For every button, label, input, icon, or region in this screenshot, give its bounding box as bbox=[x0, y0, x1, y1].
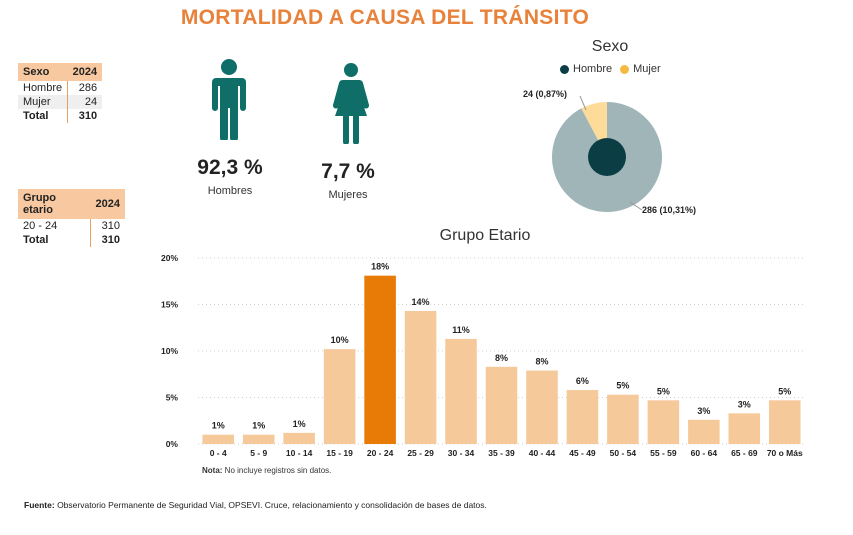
bar-45-49 bbox=[566, 390, 599, 444]
bar-35-39 bbox=[485, 366, 518, 444]
table-row: Hombre 286 bbox=[18, 81, 103, 95]
age-table-header-year: 2024 bbox=[90, 189, 125, 219]
legend-mujer-swatch bbox=[620, 64, 630, 74]
x-tick-label: 50 - 54 bbox=[610, 448, 637, 458]
sex-table-row-label: Hombre bbox=[23, 82, 63, 94]
bar-data-label: 6% bbox=[576, 376, 589, 386]
x-tick-label: 65 - 69 bbox=[731, 448, 758, 458]
x-tick-label: 15 - 19 bbox=[326, 448, 353, 458]
men-percentage: 92,3 % bbox=[197, 156, 263, 179]
table-row: Mujer 24 bbox=[18, 95, 103, 109]
age-table-total-label: Total bbox=[23, 234, 49, 246]
y-tick-label: 20% bbox=[161, 253, 178, 263]
bar-data-label: 5% bbox=[657, 386, 670, 396]
man-icon bbox=[212, 59, 246, 140]
sex-table-row-value: 286 bbox=[67, 81, 103, 95]
bar-70oMás bbox=[768, 400, 801, 444]
bar-chart-title: Grupo Etario bbox=[439, 227, 531, 244]
note-text: No incluye registros sin datos. bbox=[222, 466, 332, 475]
leader-line bbox=[579, 95, 587, 111]
x-tick-label: 30 - 34 bbox=[448, 448, 475, 458]
source-text: Observatorio Permanente de Seguridad Via… bbox=[54, 500, 487, 510]
bar-25-29 bbox=[404, 311, 437, 444]
age-table-header-label: Grupo etario bbox=[18, 189, 91, 219]
bar-data-label: 1% bbox=[293, 419, 306, 429]
note-label: Nota: bbox=[202, 466, 223, 475]
y-tick-label: 5% bbox=[166, 393, 179, 403]
sex-table-header-label: Sexo bbox=[18, 63, 68, 81]
sex-table-header-year: 2024 bbox=[67, 63, 103, 81]
table-row: 20 - 24 310 bbox=[18, 219, 125, 233]
bar-30-34 bbox=[445, 338, 477, 444]
bar-data-label: 10% bbox=[331, 335, 349, 345]
sex-table-row-label: Mujer bbox=[18, 95, 68, 109]
bar-55-59 bbox=[647, 400, 680, 444]
bar-data-label: 1% bbox=[212, 421, 225, 431]
bar-15-19 bbox=[323, 349, 356, 444]
x-tick-label: 10 - 14 bbox=[286, 448, 313, 458]
sex-table-row-value: 24 bbox=[67, 95, 103, 109]
x-tick-label: 70 o Más bbox=[767, 448, 803, 458]
donut-label-hombre: 286 (10,31%) bbox=[642, 205, 697, 215]
donut-title: Sexo bbox=[591, 38, 629, 55]
y-tick-label: 10% bbox=[161, 346, 178, 356]
bar-20-24 bbox=[364, 275, 396, 444]
x-tick-label: 35 - 39 bbox=[488, 448, 515, 458]
sex-table-total-label: Total bbox=[23, 110, 49, 122]
women-label: Mujeres bbox=[328, 189, 368, 201]
bar-0-4 bbox=[202, 434, 235, 444]
bar-60-64 bbox=[688, 419, 720, 444]
sex-table: Sexo 2024 Hombre 286 Mujer 24 Total 310 bbox=[18, 63, 103, 123]
legend-mujer-label: Mujer bbox=[633, 63, 661, 75]
x-tick-label: 45 - 49 bbox=[569, 448, 596, 458]
bar-data-label: 18% bbox=[371, 262, 389, 272]
bar-data-label: 1% bbox=[252, 421, 265, 431]
sex-table-total-value: 310 bbox=[67, 109, 103, 123]
bar-data-label: 3% bbox=[697, 406, 710, 416]
age-table-row-label: 20 - 24 bbox=[23, 220, 58, 232]
bar-data-label: 5% bbox=[778, 386, 791, 396]
x-tick-label: 5 - 9 bbox=[250, 448, 267, 458]
x-tick-label: 60 - 64 bbox=[691, 448, 718, 458]
x-tick-label: 55 - 59 bbox=[650, 448, 677, 458]
legend-hombre-label: Hombre bbox=[573, 63, 613, 75]
bar-data-label: 14% bbox=[412, 297, 430, 307]
bar-data-label: 8% bbox=[495, 353, 508, 363]
bar-chart: 0% 5% 10% 15% 20% 1% 0 - 4 1% 5 - 9 1% 10 - 14 10%… bbox=[161, 253, 805, 458]
age-table: Grupo etario 2024 20 - 24 310 Total 310 bbox=[18, 189, 125, 247]
women-percentage: 7,7 % bbox=[321, 160, 375, 183]
donut-center bbox=[588, 138, 626, 176]
x-tick-label: 0 - 4 bbox=[210, 448, 227, 458]
donut-chart bbox=[552, 95, 662, 212]
x-tick-label: 40 - 44 bbox=[529, 448, 556, 458]
source-label: Fuente: bbox=[24, 500, 55, 510]
y-tick-label: 0% bbox=[166, 439, 179, 449]
age-table-row-value: 310 bbox=[90, 219, 125, 233]
y-tick-label: 15% bbox=[161, 300, 178, 310]
bar-65-69 bbox=[728, 413, 761, 444]
bar-5-9 bbox=[242, 434, 275, 444]
bar-50-54 bbox=[607, 394, 639, 444]
woman-icon bbox=[332, 63, 370, 144]
bar-data-label: 8% bbox=[535, 357, 548, 367]
x-tick-label: 20 - 24 bbox=[367, 448, 394, 458]
bar-10-14 bbox=[283, 432, 315, 444]
bar-data-label: 5% bbox=[616, 381, 629, 391]
legend-hombre-swatch bbox=[560, 64, 569, 74]
donut-label-mujer: 24 (0,87%) bbox=[523, 89, 568, 99]
bar-40-44 bbox=[526, 370, 558, 444]
bar-data-label: 11% bbox=[452, 325, 470, 335]
table-total-row: Total 310 bbox=[18, 233, 125, 247]
bar-data-label: 3% bbox=[738, 399, 751, 409]
chart-note: Nota: No incluye registros sin datos. bbox=[202, 466, 331, 475]
x-tick-label: 25 - 29 bbox=[407, 448, 434, 458]
leader-line bbox=[629, 201, 643, 211]
page-title: MORTALIDAD A CAUSA DEL TRÁNSITO bbox=[180, 6, 590, 29]
table-total-row: Total 310 bbox=[18, 109, 103, 123]
donut-legend: Hombre Mujer bbox=[560, 63, 661, 75]
age-table-total-value: 310 bbox=[90, 233, 125, 247]
source-footnote: Fuente: Observatorio Permanente de Segur… bbox=[24, 500, 487, 510]
men-label: Hombres bbox=[207, 185, 253, 197]
